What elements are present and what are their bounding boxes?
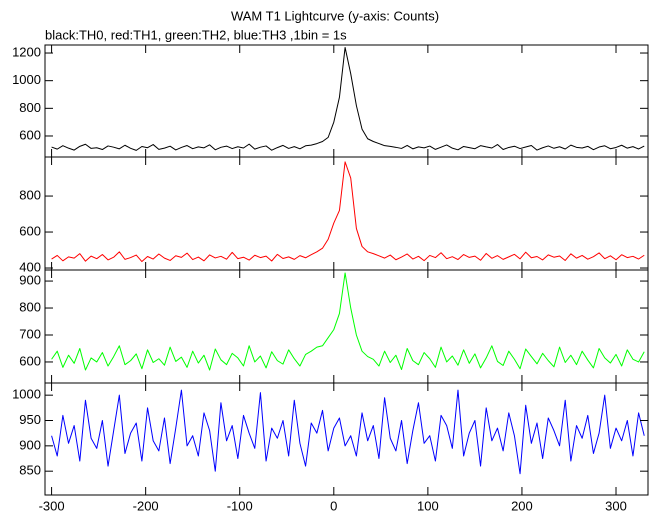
y-tick-label: 600 [19, 353, 41, 368]
panel-frame [44, 156, 649, 271]
y-tick-label: 950 [19, 412, 41, 427]
light-curve [51, 389, 645, 475]
x-tick-label: 100 [417, 498, 439, 513]
x-tick-label: -200 [133, 498, 159, 513]
y-tick-label: 900 [19, 272, 41, 287]
x-tick-label: 0 [330, 498, 337, 513]
chart-subtitle: black:TH0, red:TH1, green:TH2, blue:TH3 … [45, 27, 347, 42]
y-tick-label: 1000 [12, 387, 41, 402]
y-tick-label: 850 [19, 463, 41, 478]
x-tick-label: 300 [605, 498, 627, 513]
y-tick-label: 900 [19, 437, 41, 452]
x-tick-label: 200 [511, 498, 533, 513]
x-tick-label: -100 [227, 498, 253, 513]
y-tick-label: 800 [19, 299, 41, 314]
panel-frame [44, 269, 649, 384]
y-tick-label: 600 [19, 223, 41, 238]
light-curve [51, 272, 645, 371]
x-tick-label: -300 [39, 498, 65, 513]
y-tick-label: 600 [19, 127, 41, 142]
panel-frame [44, 382, 649, 496]
chart-title: WAM T1 Lightcurve (y-axis: Counts) [231, 8, 439, 23]
y-tick-label: 1200 [12, 44, 41, 59]
y-tick-label: 400 [19, 259, 41, 274]
y-tick-label: 700 [19, 326, 41, 341]
y-tick-label: 800 [19, 100, 41, 115]
light-curve [51, 161, 645, 263]
light-curve [51, 46, 645, 151]
panel-frame [44, 44, 649, 158]
y-tick-label: 1000 [12, 72, 41, 87]
y-tick-label: 800 [19, 187, 41, 202]
